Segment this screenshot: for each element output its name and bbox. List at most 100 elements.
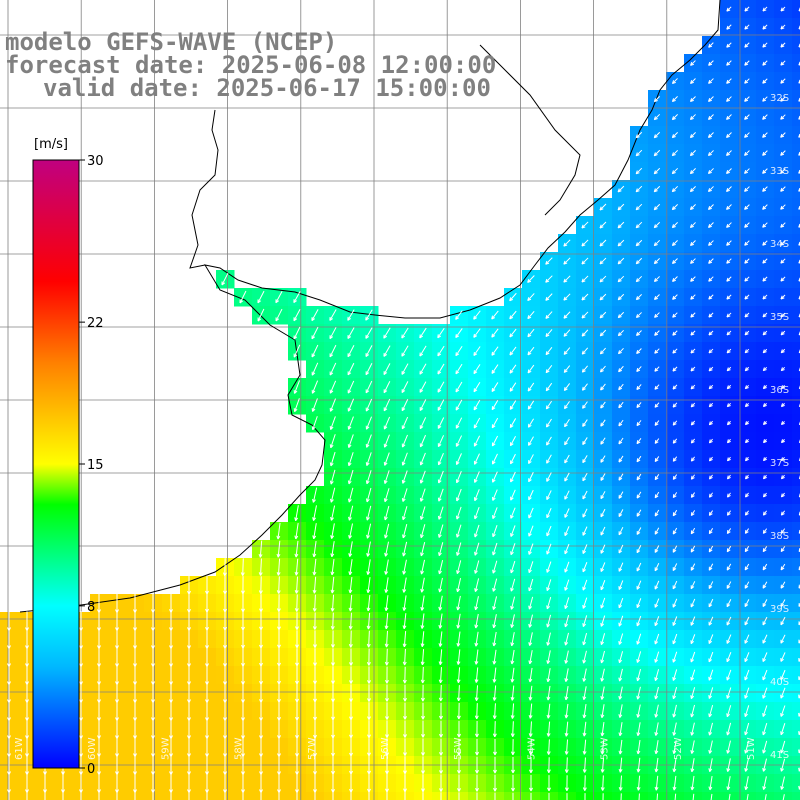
wind-arrow — [617, 257, 625, 265]
wind-arrow — [312, 612, 317, 630]
wind-arrow — [401, 416, 409, 430]
wind-arrow — [726, 366, 732, 372]
wind-arrow — [349, 702, 353, 721]
wind-arrow — [402, 613, 407, 630]
wind-arrow — [780, 439, 785, 444]
wind-cell — [792, 486, 800, 505]
wind-arrow — [763, 439, 767, 444]
wind-arrow — [546, 757, 551, 773]
wind-arrow — [437, 488, 444, 502]
wind-arrow — [455, 399, 463, 411]
wind-arrow — [439, 720, 443, 738]
wind-arrow — [690, 348, 696, 354]
wind-arrow — [744, 312, 750, 318]
wind-arrow — [564, 614, 570, 628]
wind-arrow — [546, 436, 552, 446]
wind-arrow — [239, 290, 247, 304]
wind-cell — [792, 522, 800, 541]
wind-cell — [792, 108, 800, 127]
wind-arrow — [241, 594, 245, 613]
wind-arrow — [708, 669, 714, 681]
wind-arrow — [672, 616, 678, 626]
wind-arrow — [528, 739, 533, 755]
wind-arrow — [402, 631, 407, 648]
wind-arrow — [762, 563, 768, 571]
wind-arrow — [780, 186, 786, 192]
wind-arrow — [510, 667, 515, 683]
wind-arrow — [492, 685, 497, 701]
wind-arrow — [420, 631, 425, 648]
wind-arrow — [618, 615, 624, 627]
wind-arrow — [780, 348, 786, 354]
wind-arrow — [438, 684, 443, 702]
wind-arrow — [545, 382, 553, 392]
wind-arrow — [690, 669, 696, 681]
wind-arrow — [744, 599, 750, 608]
wind-arrow — [744, 96, 750, 102]
wind-arrow — [509, 400, 517, 410]
coastline — [19, 0, 721, 613]
wind-arrow — [278, 791, 280, 800]
wind-cell — [792, 468, 800, 487]
wind-arrow — [492, 703, 497, 719]
wind-arrow — [690, 563, 696, 571]
wind-arrow — [582, 437, 588, 445]
wind-arrow — [689, 132, 696, 139]
wind-arrow — [656, 793, 659, 800]
wind-arrow — [726, 42, 732, 48]
wind-arrow — [582, 579, 588, 591]
wind-arrow — [385, 702, 389, 720]
wind-arrow — [367, 684, 371, 702]
wind-arrow — [584, 793, 586, 800]
wind-arrow — [654, 438, 660, 444]
wind-arrow — [528, 543, 534, 555]
wind-arrow — [744, 258, 750, 264]
wind-arrow — [401, 452, 408, 466]
wind-arrow — [636, 384, 642, 391]
wind-arrow — [347, 398, 355, 412]
wind-arrow — [671, 240, 678, 247]
wind-arrow — [510, 632, 515, 647]
wind-arrow — [277, 647, 281, 667]
wind-arrow — [420, 666, 425, 684]
wind-arrow — [582, 597, 588, 609]
wind-arrow — [492, 453, 498, 465]
wind-arrow — [726, 740, 731, 754]
wind-arrow — [473, 346, 481, 356]
wind-arrow — [744, 42, 750, 48]
wind-arrow — [493, 738, 497, 756]
wind-cell — [792, 90, 800, 109]
wind-arrow — [365, 452, 372, 466]
wind-arrow — [653, 113, 661, 121]
wind-arrow — [367, 666, 371, 684]
wind-arrow — [546, 703, 551, 719]
wind-arrow — [726, 705, 732, 718]
latitude-label: 33S — [770, 166, 789, 177]
wind-arrow — [653, 185, 661, 193]
wind-arrow — [311, 326, 319, 340]
wind-arrow — [762, 546, 768, 553]
wind-arrow — [383, 416, 391, 430]
longitude-label: 51W — [746, 737, 757, 760]
wind-arrow — [492, 667, 497, 683]
wind-arrow — [438, 667, 443, 684]
wind-arrow — [654, 757, 659, 773]
wind-arrow — [581, 311, 589, 319]
wind-arrow — [403, 756, 407, 774]
wind-arrow — [672, 669, 678, 681]
wind-arrow — [294, 558, 299, 576]
wind-arrow — [582, 419, 588, 427]
wind-arrow — [367, 738, 371, 757]
wind-arrow — [708, 42, 714, 48]
wind-arrow — [564, 775, 569, 792]
wind-arrow — [710, 793, 713, 800]
wind-arrow — [401, 470, 408, 484]
wind-arrow — [420, 613, 425, 629]
wind-arrow — [455, 310, 463, 320]
wind-arrow — [618, 347, 624, 355]
wind-arrow — [762, 740, 768, 754]
wind-arrow — [581, 221, 589, 229]
wind-arrow — [708, 510, 714, 516]
wind-arrow — [780, 528, 786, 534]
wind-arrow — [474, 560, 480, 574]
